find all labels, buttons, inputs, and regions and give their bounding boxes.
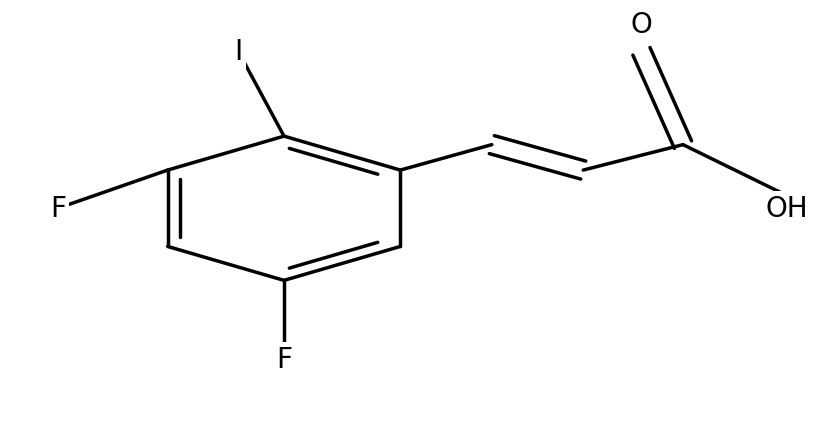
Text: O: O [631,11,652,39]
Text: I: I [234,38,243,66]
Text: F: F [50,195,66,223]
Text: OH: OH [766,195,808,223]
Text: F: F [276,345,292,373]
